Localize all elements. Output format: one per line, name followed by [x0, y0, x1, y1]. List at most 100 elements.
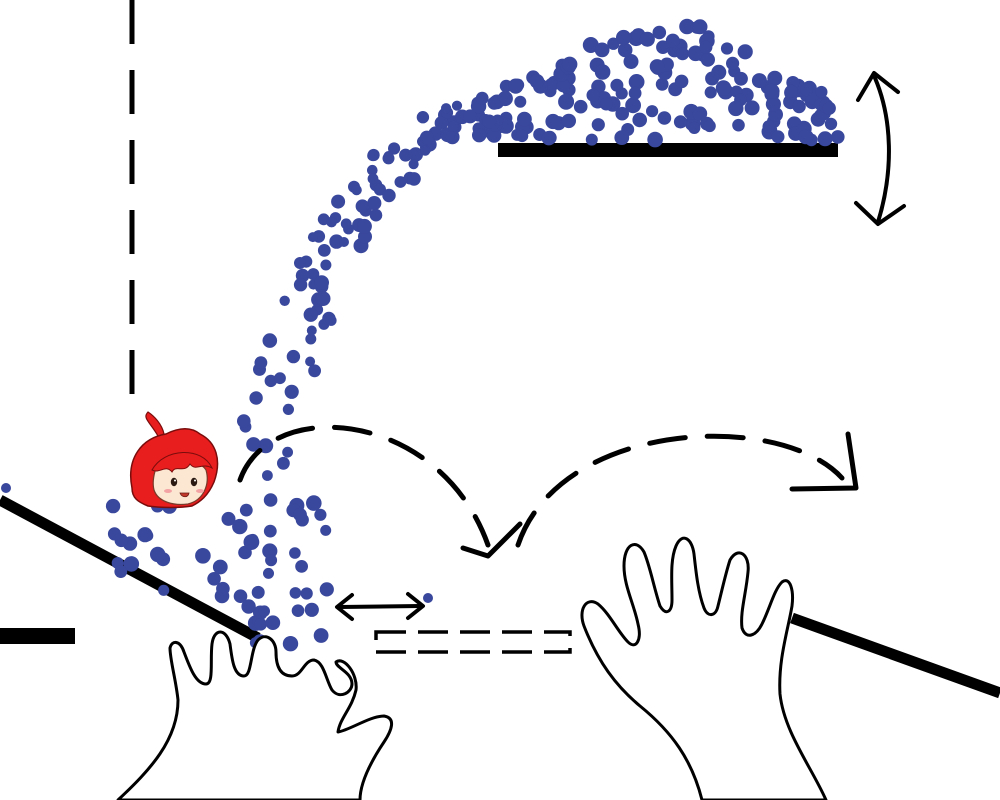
particle — [314, 275, 330, 290]
particle — [463, 109, 478, 124]
particle — [798, 129, 814, 145]
particle — [679, 18, 695, 35]
particle — [277, 456, 290, 470]
particle — [388, 142, 401, 155]
particle — [751, 73, 767, 89]
particle — [105, 498, 121, 514]
particle — [279, 295, 290, 306]
particle — [726, 56, 740, 70]
particle — [792, 99, 806, 114]
particle — [241, 599, 256, 614]
particle — [711, 64, 727, 80]
particle — [765, 96, 782, 112]
right-hand-outline[interactable] — [580, 536, 828, 800]
particle — [243, 534, 260, 550]
particle — [305, 356, 316, 367]
particle — [732, 118, 745, 132]
particle — [594, 64, 611, 80]
particle — [692, 106, 708, 121]
particle — [599, 97, 613, 111]
particle — [529, 74, 545, 89]
particle — [158, 584, 170, 596]
particle — [294, 257, 306, 269]
particle — [545, 113, 561, 130]
left-hand-outline[interactable] — [116, 630, 393, 800]
particle — [216, 581, 230, 596]
particle — [800, 83, 813, 97]
particle — [482, 114, 497, 129]
particle — [249, 391, 263, 405]
particle — [150, 546, 166, 563]
ghost-platform-outline[interactable] — [374, 630, 572, 654]
particle — [232, 518, 248, 535]
particle — [831, 130, 845, 144]
particle — [632, 112, 647, 128]
particle — [314, 508, 327, 521]
particle — [358, 229, 372, 244]
particle — [586, 88, 600, 102]
vertical-double-arrow-icon[interactable] — [854, 71, 906, 226]
particle — [237, 414, 251, 428]
character-bangs — [151, 452, 214, 473]
particle — [649, 59, 665, 74]
particle — [351, 184, 362, 196]
particle — [282, 446, 293, 458]
particle — [655, 77, 669, 91]
particle — [265, 615, 281, 630]
particle — [762, 120, 775, 133]
particle — [676, 47, 690, 61]
particle — [767, 70, 783, 86]
particle — [263, 493, 278, 507]
particle — [616, 29, 632, 46]
top-platform[interactable] — [498, 143, 838, 157]
particle — [591, 118, 605, 132]
particle — [254, 356, 268, 370]
particle — [265, 554, 278, 567]
particle — [367, 150, 378, 162]
particle — [700, 52, 716, 67]
dashed-curved-arrow-right-icon — [515, 431, 859, 548]
particle — [262, 333, 278, 348]
particle — [764, 83, 780, 100]
character-mouth — [179, 492, 190, 498]
particle — [289, 587, 302, 599]
particle — [329, 234, 344, 249]
particle — [408, 159, 419, 170]
particle — [815, 85, 828, 99]
particle — [419, 130, 434, 145]
particle — [286, 349, 301, 364]
particle — [325, 315, 337, 326]
particle — [497, 90, 513, 107]
particle — [585, 133, 598, 146]
particle — [282, 403, 294, 415]
particle — [487, 96, 501, 110]
particle — [306, 495, 322, 511]
particle — [744, 100, 760, 116]
particle-stream — [1, 18, 845, 652]
particle — [221, 511, 236, 526]
particle — [573, 99, 588, 114]
particle — [274, 372, 286, 385]
particle — [195, 548, 211, 564]
particle — [313, 628, 329, 643]
particle — [639, 31, 655, 47]
player-character[interactable] — [130, 411, 219, 509]
particle — [610, 78, 624, 92]
particle — [673, 115, 688, 129]
horizontal-double-arrow-icon[interactable] — [335, 592, 425, 621]
particle — [394, 176, 407, 188]
particle — [307, 232, 318, 243]
particle — [472, 128, 487, 143]
particle — [416, 111, 430, 124]
particle — [423, 593, 433, 603]
particle — [291, 604, 305, 617]
particle — [434, 116, 449, 130]
particle — [251, 585, 265, 599]
particle — [107, 527, 122, 541]
right-ramp[interactable] — [790, 612, 1000, 699]
particle — [508, 78, 524, 94]
particle — [367, 196, 382, 211]
particle — [383, 151, 394, 161]
particle — [263, 524, 277, 538]
